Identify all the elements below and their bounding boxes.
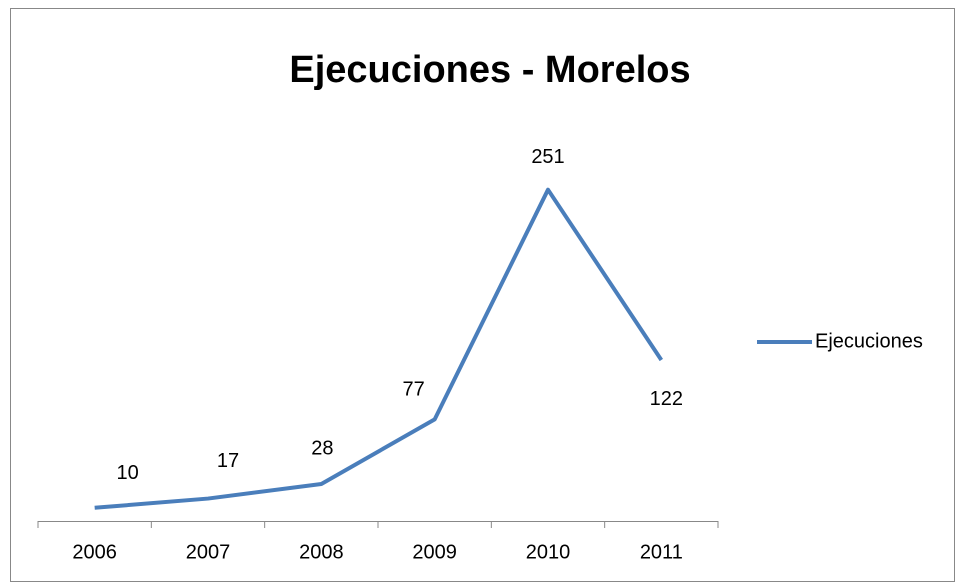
- data-line: [94, 187, 663, 510]
- data-label: 10: [117, 462, 139, 484]
- x-tick-label: 2007: [186, 541, 231, 563]
- x-tick-label: 2010: [526, 541, 571, 563]
- data-label: 122: [650, 388, 683, 410]
- data-label: 77: [403, 379, 425, 401]
- legend-label: Ejecuciones: [815, 330, 923, 352]
- x-tick-label: 2009: [412, 541, 457, 563]
- data-label: 251: [531, 146, 564, 168]
- data-label: 28: [311, 437, 333, 459]
- x-tick-label: 2006: [72, 541, 117, 563]
- x-tick-label: 2011: [640, 541, 683, 563]
- data-label: 17: [217, 450, 239, 472]
- chart-title: Ejecuciones - Morelos: [289, 49, 690, 91]
- chart-border: [10, 8, 955, 582]
- x-tick-label: 2008: [299, 541, 344, 563]
